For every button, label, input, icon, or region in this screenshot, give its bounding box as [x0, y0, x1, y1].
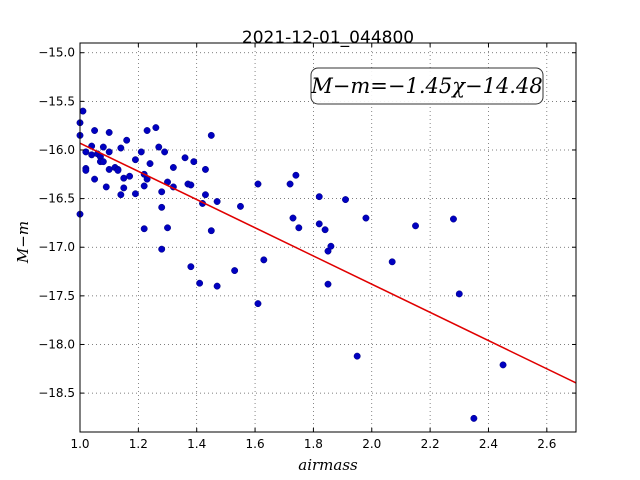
data-point: [123, 136, 131, 144]
data-point: [120, 184, 128, 192]
data-point: [353, 352, 361, 360]
data-point: [117, 144, 125, 152]
data-point: [315, 193, 323, 201]
data-point: [82, 148, 90, 156]
data-point: [79, 107, 87, 115]
data-point: [99, 143, 107, 151]
data-point: [213, 282, 221, 290]
data-point: [105, 129, 113, 136]
data-point: [161, 148, 169, 156]
data-point: [362, 214, 370, 222]
y-tick-label: −18.0: [38, 337, 75, 351]
data-point: [207, 131, 215, 139]
data-point: [181, 154, 189, 162]
data-point: [450, 215, 457, 223]
x-tick-label: 2.0: [362, 437, 381, 451]
annotation-box: [310, 67, 544, 105]
data-point: [99, 158, 107, 166]
data-point: [105, 148, 113, 156]
fit-line-group: [79, 142, 577, 384]
data-point: [131, 190, 139, 198]
data-point: [327, 242, 335, 250]
data-point: [190, 158, 198, 166]
data-point: [140, 182, 148, 190]
x-tick-label: 2.4: [479, 437, 498, 451]
y-tick-label: −16.5: [38, 192, 75, 206]
x-tick-label: 1.4: [187, 437, 206, 451]
data-point: [196, 279, 204, 287]
y-tick-label: −15.0: [38, 46, 75, 60]
data-point: [202, 191, 209, 199]
chart-title: 2021-12-01_044800: [242, 28, 414, 48]
data-point: [114, 166, 122, 174]
data-point: [207, 227, 215, 235]
data-point: [202, 165, 209, 173]
data-point: [412, 222, 419, 230]
data-point: [169, 164, 177, 171]
data-point: [187, 263, 195, 271]
annotation-text: M−m=−1.45χ−14.48: [310, 74, 542, 98]
data-point: [143, 127, 151, 134]
x-tick-label: 1.8: [304, 437, 323, 451]
data-point: [292, 171, 300, 179]
data-point: [231, 267, 239, 275]
data-point: [158, 245, 166, 253]
data-point: [91, 127, 99, 134]
data-point: [155, 143, 163, 151]
data-point: [324, 280, 332, 288]
data-point: [321, 226, 329, 234]
y-tick-label: −17.5: [38, 289, 75, 303]
x-tick-label: 1.0: [70, 437, 89, 451]
data-point: [455, 290, 463, 298]
data-point: [91, 175, 99, 183]
equation-annotation: M−m=−1.45χ−14.48: [310, 67, 544, 105]
data-point: [117, 191, 125, 199]
data-point: [254, 180, 262, 188]
data-point: [126, 172, 134, 180]
x-tick-label: 1.2: [129, 437, 148, 451]
data-point: [146, 160, 154, 168]
x-tick-label: 1.6: [246, 437, 265, 451]
data-point: [164, 224, 171, 232]
data-point: [187, 181, 195, 189]
data-point: [342, 196, 349, 204]
data-point: [289, 214, 297, 222]
data-point: [499, 361, 507, 369]
data-point: [254, 300, 262, 308]
data-point: [295, 224, 303, 232]
data-point: [158, 188, 166, 196]
data-point: [260, 256, 268, 264]
data-point: [102, 183, 110, 191]
grid: [79, 43, 576, 432]
data-point: [286, 180, 294, 188]
data-point: [315, 220, 323, 228]
y-tick-label: −18.5: [38, 386, 75, 400]
data-point: [388, 258, 396, 266]
data-point: [120, 174, 128, 182]
x-axis-label: airmass: [298, 456, 358, 474]
x-tick-label: 2.2: [421, 437, 440, 451]
data-points: [76, 107, 507, 422]
data-point: [88, 151, 96, 159]
data-point: [237, 202, 244, 210]
y-axis-label: M−m: [14, 221, 32, 264]
ticks: 1.0 1.2 1.4 1.6 1.8 2.0 2.2 2.4 2.6 −15.0 −15.5 −16…: [38, 43, 576, 451]
x-tick-label: 2.6: [537, 437, 556, 451]
data-point: [470, 414, 478, 422]
data-point: [137, 148, 145, 156]
data-point: [82, 166, 90, 174]
data-point: [158, 203, 166, 211]
y-tick-label: −17.0: [38, 240, 75, 254]
data-point: [152, 124, 160, 132]
y-tick-label: −15.5: [38, 94, 75, 108]
data-point: [131, 156, 139, 164]
data-point: [213, 198, 221, 205]
data-point: [105, 165, 113, 173]
plot-frame: [79, 42, 577, 433]
data-point: [140, 225, 148, 233]
fit-line: [79, 142, 577, 384]
y-tick-label: −16.0: [38, 143, 75, 157]
